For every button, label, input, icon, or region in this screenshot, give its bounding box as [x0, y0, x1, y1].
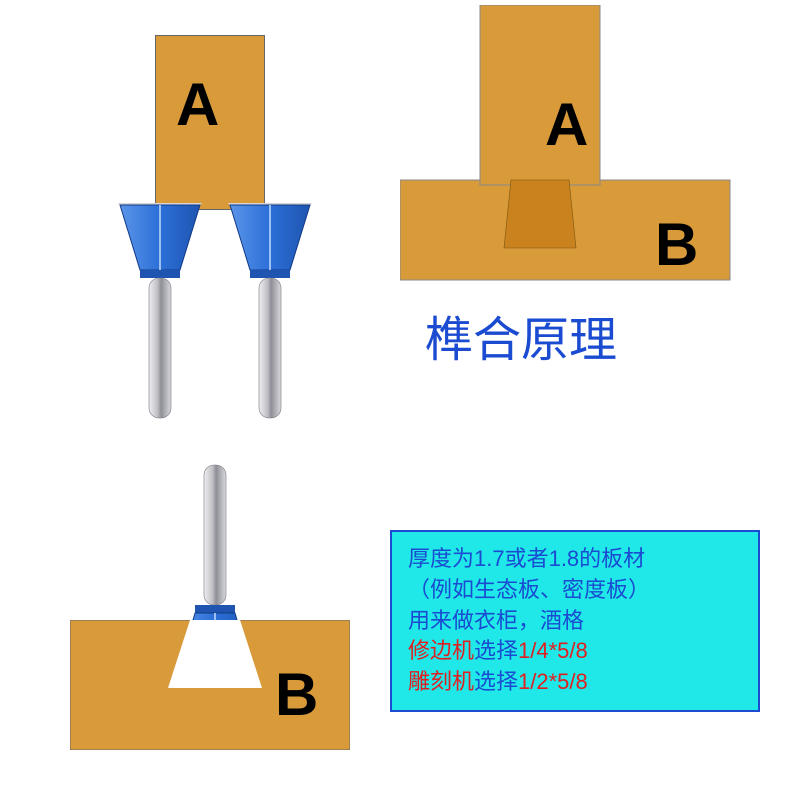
principle-title: 榫合原理 — [425, 300, 617, 370]
info-line-4: 修边机选择1/4*5/8 — [408, 636, 742, 667]
info-line-3: 用来做衣柜，酒格 — [408, 606, 742, 637]
router-bit-left — [115, 200, 205, 430]
label-b-right: B — [655, 210, 698, 279]
info-line-1: 厚度为1.7或者1.8的板材 — [408, 544, 742, 575]
label-b-left: B — [275, 660, 318, 729]
info-box: 厚度为1.7或者1.8的板材 （例如生态板、密度板） 用来做衣柜，酒格 修边机选… — [390, 530, 760, 712]
info-line-5: 雕刻机选择1/2*5/8 — [408, 667, 742, 698]
label-a-left: A — [176, 70, 219, 139]
info-line-2: （例如生态板、密度板） — [408, 575, 742, 606]
label-a-right: A — [545, 90, 588, 159]
router-bit-right — [225, 200, 315, 430]
